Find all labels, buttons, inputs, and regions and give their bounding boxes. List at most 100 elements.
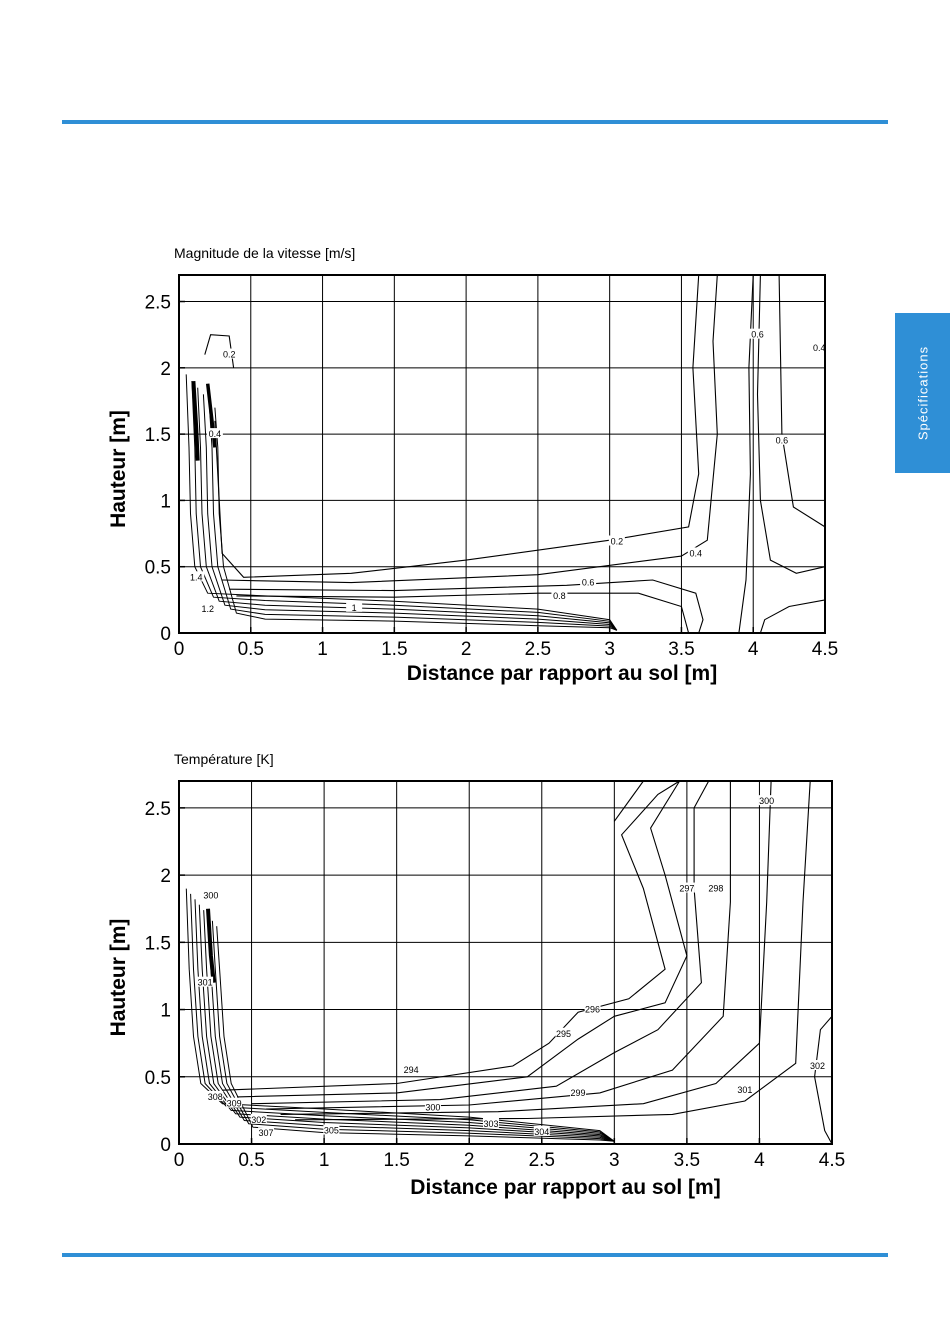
contour-label: 295: [556, 1029, 571, 1039]
contour-label-bg: [207, 1090, 224, 1101]
contour-label-bg: [687, 547, 704, 558]
y-tick-label: 1: [160, 491, 171, 512]
contour-label: 299: [571, 1088, 586, 1098]
y-tick-label: 1.5: [145, 933, 171, 954]
contour-label-bg: [773, 434, 790, 445]
contour-label: 0.4: [209, 429, 222, 439]
contour-line: [236, 780, 688, 1098]
y-tick-label: 1: [160, 1001, 171, 1022]
header-rule: [62, 120, 888, 124]
y-tick-label: 0: [160, 1135, 171, 1156]
contour-label-bg: [221, 348, 238, 359]
contour-label-bg: [258, 1127, 275, 1138]
contour-label-bg: [809, 1060, 826, 1071]
contour-label: 294: [404, 1065, 419, 1075]
contour-line: [185, 888, 615, 1142]
y-tick-label: 0.5: [145, 1068, 171, 1089]
contour-line: [222, 780, 680, 1091]
contour-label-bg: [736, 1084, 753, 1095]
contour-label-bg: [197, 976, 214, 987]
contour-label-bg: [584, 1003, 601, 1014]
contour-line: [613, 780, 644, 822]
contour-line: [229, 579, 704, 634]
velocity-contour-chart: Magnitude de la vitesse [m/s] 0.2 0.4 0.6 0.…: [107, 245, 838, 685]
contour-line: [203, 910, 615, 1142]
contour-label: 301: [737, 1085, 752, 1095]
contour-line: [185, 374, 618, 631]
x-tick-label: 3: [604, 639, 615, 660]
contour-label-bg: [678, 882, 695, 893]
contour-line: [266, 781, 731, 1110]
contour-label-bg: [424, 1101, 441, 1112]
contour-label-bg: [250, 1113, 267, 1124]
contour-label: 301: [198, 978, 213, 988]
plot-frame: [178, 780, 833, 1145]
x-tick-label: 1: [317, 639, 328, 660]
y-axis-title: Hauteur [m]: [107, 410, 130, 528]
x-tick-label: 1.5: [381, 639, 407, 660]
contour-label: 0.2: [611, 537, 624, 547]
footer-rule: [62, 1253, 888, 1257]
contour-label: 302: [810, 1061, 825, 1071]
contour-label: 296: [585, 1005, 600, 1015]
x-tick-label: 0: [174, 639, 185, 660]
contour-label: 305: [324, 1126, 339, 1136]
contour-line: [206, 908, 216, 983]
contour-line: [205, 383, 217, 448]
contour-label: 0.6: [751, 330, 764, 340]
x-tick-label: 3.5: [674, 1150, 700, 1171]
y-tick-label: 0: [160, 624, 171, 645]
contour-label-bg: [758, 795, 775, 806]
contour-label: 304: [534, 1127, 549, 1137]
contour-line: [236, 592, 690, 634]
contour-label-bg: [555, 1027, 572, 1038]
contour-label-bg: [570, 1086, 587, 1097]
x-axis-title: Distance par rapport au sol [m]: [410, 1176, 720, 1199]
contour-label-bg: [707, 882, 724, 893]
contour-label: 309: [227, 1099, 242, 1109]
contour-line: [756, 274, 826, 574]
x-tick-label: 2: [461, 639, 472, 660]
contour-label-bg: [188, 571, 205, 582]
x-tick-label: 0: [174, 1150, 185, 1171]
contour-line: [759, 599, 826, 634]
contour-label: 0.4: [690, 548, 703, 558]
y-tick-label: 2: [160, 866, 171, 887]
section-tab-specifications[interactable]: Spécifications: [895, 313, 950, 473]
contour-label: 303: [483, 1119, 498, 1129]
contour-label: 307: [259, 1128, 274, 1138]
x-tick-label: 3.5: [668, 639, 694, 660]
x-tick-label: 0.5: [238, 639, 264, 660]
y-tick-label: 0.5: [145, 558, 171, 579]
contour-label-bg: [323, 1124, 340, 1135]
y-tick-label: 2.5: [145, 799, 171, 820]
contour-label: 0.2: [223, 350, 236, 360]
contour-label-bg: [811, 341, 828, 352]
contour-label-bg: [199, 603, 216, 614]
contour-label: 308: [208, 1092, 223, 1102]
contour-label: 302: [251, 1115, 266, 1125]
contour-label-bg: [533, 1125, 550, 1136]
contour-line: [295, 780, 811, 1121]
y-tick-label: 2: [160, 359, 171, 380]
x-tick-label: 0.5: [238, 1150, 264, 1171]
contour-line: [211, 920, 615, 1142]
contour-line: [191, 380, 200, 461]
contour-label-bg: [580, 576, 597, 587]
contour-line: [208, 400, 618, 631]
x-tick-label: 4.5: [819, 1150, 845, 1171]
contour-label: 300: [759, 796, 774, 806]
contour-line: [216, 926, 615, 1142]
x-tick-label: 1.5: [383, 1150, 409, 1171]
contour-label-bg: [551, 589, 568, 600]
x-tick-label: 2.5: [529, 1150, 555, 1171]
chart-title: Température [K]: [174, 751, 274, 767]
x-tick-label: 1: [319, 1150, 330, 1171]
contour-label: 300: [425, 1103, 440, 1113]
contour-label-bg: [346, 601, 363, 612]
contour-line: [814, 1015, 833, 1145]
contour-line: [251, 780, 710, 1105]
x-tick-label: 4: [748, 639, 759, 660]
x-tick-label: 4: [754, 1150, 765, 1171]
